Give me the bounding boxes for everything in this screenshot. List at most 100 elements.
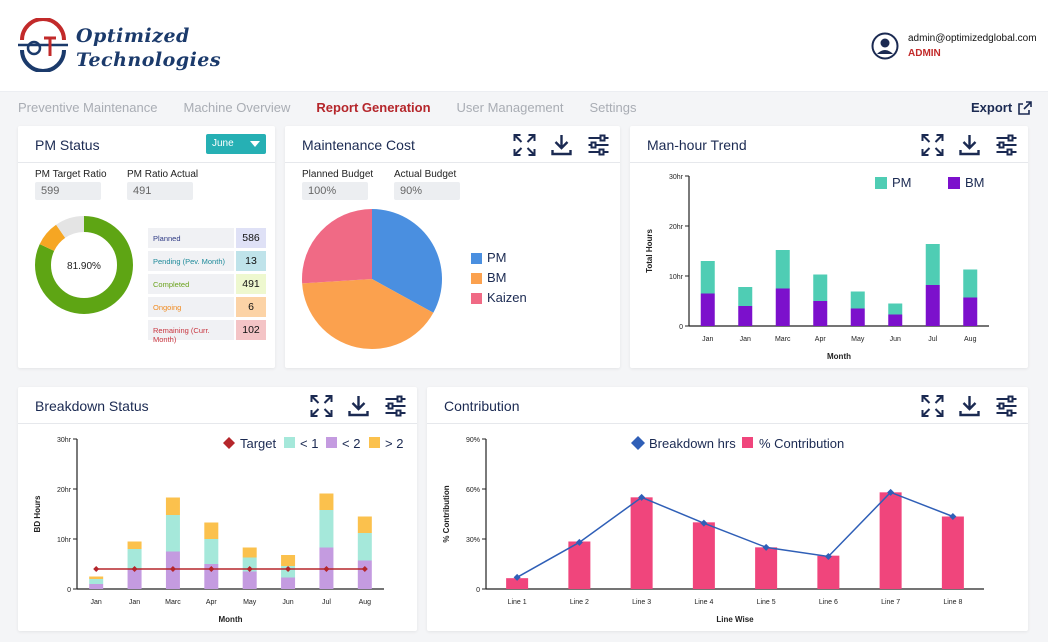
legend-swatch-bm [948,177,960,189]
breakdown-hrs-marker [887,488,895,496]
nav-settings[interactable]: Settings [589,100,637,115]
download-icon[interactable] [958,134,981,156]
breakdown-hrs-marker [513,573,521,581]
export-button[interactable]: Export [971,100,1032,115]
card-title: Breakdown Status [35,398,149,414]
target-marker [323,566,330,572]
stat-label: Planned [148,228,234,248]
legend-swatch [471,273,482,284]
filter-icon[interactable] [995,134,1018,156]
expand-icon[interactable] [310,395,333,417]
target-marker [208,566,215,572]
expand-icon[interactable] [513,134,536,156]
bar-segment [242,571,257,589]
filter-icon[interactable] [587,134,610,156]
bar-bm [775,288,790,326]
target-marker [131,566,138,572]
bar-segment [281,555,296,566]
y-axis-title: % Contribution [442,485,451,542]
x-tick-label: Aug [964,336,977,343]
x-tick-label: Aug [359,599,372,606]
nav-machine-overview[interactable]: Machine Overview [183,100,291,115]
y-tick-label: 10hr [669,274,684,281]
x-axis-title: Line Wise [716,615,754,624]
card-header: Man-hour Trend [630,126,1028,163]
bar-pm [963,269,978,298]
bar-segment [89,579,104,584]
stat-value: 491 [236,274,266,294]
legend-swatch-lt2 [326,437,337,448]
legend-label-breakdown-hrs: Breakdown hrs [649,436,736,451]
pie-slice-bm [302,279,434,349]
stat-row: Ongoing 6 [148,297,266,317]
expand-icon[interactable] [921,134,944,156]
legend-label-bm: BM [965,175,985,190]
target-marker [285,566,292,572]
filter-icon[interactable] [995,395,1018,417]
y-tick-label: 30hr [57,437,72,444]
legend-label: Kaizen [487,290,527,305]
stat-row: Planned 586 [148,228,266,248]
nav-report-generation[interactable]: Report Generation [316,100,431,115]
stat-value: 13 [236,251,266,271]
legend-label-lt2: < 2 [342,436,360,451]
download-icon[interactable] [347,395,370,417]
donut-segment-gray [35,216,133,314]
bar-segment [204,539,219,564]
logo-arc-navy [20,49,66,72]
card-header: Contribution [427,387,1028,424]
stat-label: Remaining (Curr. Month) [148,320,234,344]
bar-bm [888,314,903,326]
bar-segment [89,584,104,589]
company-logo[interactable] [16,18,70,72]
contribution-bar [755,547,778,589]
legend-swatch-gt2 [369,437,380,448]
pm-target-label: PM Target Ratio [35,169,107,180]
breakdown-hrs-marker [700,519,708,527]
planned-budget-label: Planned Budget [302,169,374,180]
bar-pm [925,244,940,285]
bar-pm [850,291,865,309]
legend-swatch-lt1 [284,437,295,448]
stat-row: Completed 491 [148,274,266,294]
nav-preventive-maintenance[interactable]: Preventive Maintenance [18,100,158,115]
legend-swatch-target [223,437,235,449]
logo-arc-red [20,18,66,41]
external-link-icon [1018,100,1032,115]
main-nav: Preventive Maintenance Machine Overview … [18,100,636,115]
x-tick-label: Jan [91,599,102,606]
bar-segment [242,547,257,558]
bar-segment [127,549,142,569]
breakdown-status-card: Breakdown Status 0 10hr 20hr 30hr Jan Jan Marc… [18,387,417,631]
breakdown-hrs-line [516,491,954,578]
bar-segment [165,515,180,552]
legend-label: BM [487,270,507,285]
donut-center-label: 81.90% [67,261,101,272]
pm-status-card: PM Status June PM Target Ratio 599 PM Ra… [18,126,275,368]
y-tick-label: 10hr [57,537,72,544]
month-select-value: June [212,138,234,149]
download-icon[interactable] [550,134,573,156]
x-tick-label: Marc [165,599,181,606]
pie-slice-pm [372,209,442,313]
user-role: ADMIN [908,48,941,59]
contribution-bar [568,541,591,589]
planned-budget-value: 100% [302,182,368,200]
bar-bm [925,285,940,326]
x-tick-label: Line 1 [508,599,527,606]
y-tick-label: 30% [466,537,480,544]
download-icon[interactable] [958,395,981,417]
breakdown-hrs-marker [949,513,957,520]
legend-swatch-pm [875,177,887,189]
expand-icon[interactable] [921,395,944,417]
y-axis-title: Total Hours [645,229,654,273]
breakdown-chart: 0 10hr 20hr 30hr Jan Jan Marc Apr May Jun Jul Aug Mo… [33,436,403,624]
month-select[interactable]: June [206,134,266,154]
user-avatar-icon[interactable] [871,32,899,60]
bar-segment [204,522,219,539]
nav-user-management[interactable]: User Management [456,100,564,115]
filter-icon[interactable] [384,395,407,417]
bar-pm [813,274,828,301]
bar-segment [204,564,219,589]
manhour-trend-card: Man-hour Trend 0 10hr 20hr 30hr Jan Jan Marc Ap… [630,126,1028,368]
